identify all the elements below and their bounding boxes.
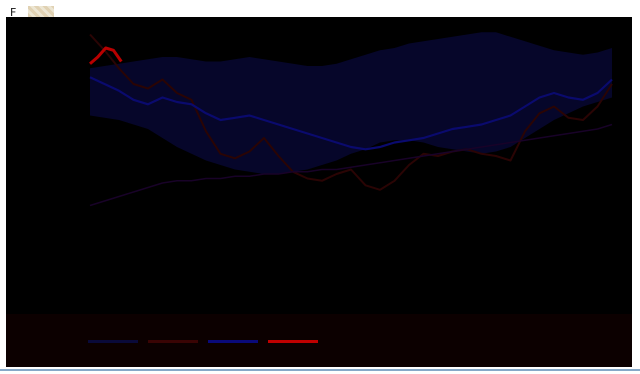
series-line-3 [89,76,613,151]
legend-swatch [148,339,198,343]
chart-legend [88,333,568,349]
legend-swatch [88,339,138,343]
corner-glyph: F [10,6,17,19]
toolbar-icon[interactable] [28,6,54,17]
bottom-divider [0,369,640,371]
window-top-bar [6,6,640,17]
series-line-1 [89,33,613,191]
series-line-4 [89,46,123,65]
legend-item-4 [268,339,322,343]
legend-item-3 [208,339,262,343]
legend-item-2 [148,339,202,343]
legend-swatch [208,339,258,343]
legend-item-1 [88,339,142,343]
series-line-2 [89,123,613,207]
legend-swatch [268,339,318,343]
right-edge [632,0,640,374]
confidence-band [90,32,612,174]
